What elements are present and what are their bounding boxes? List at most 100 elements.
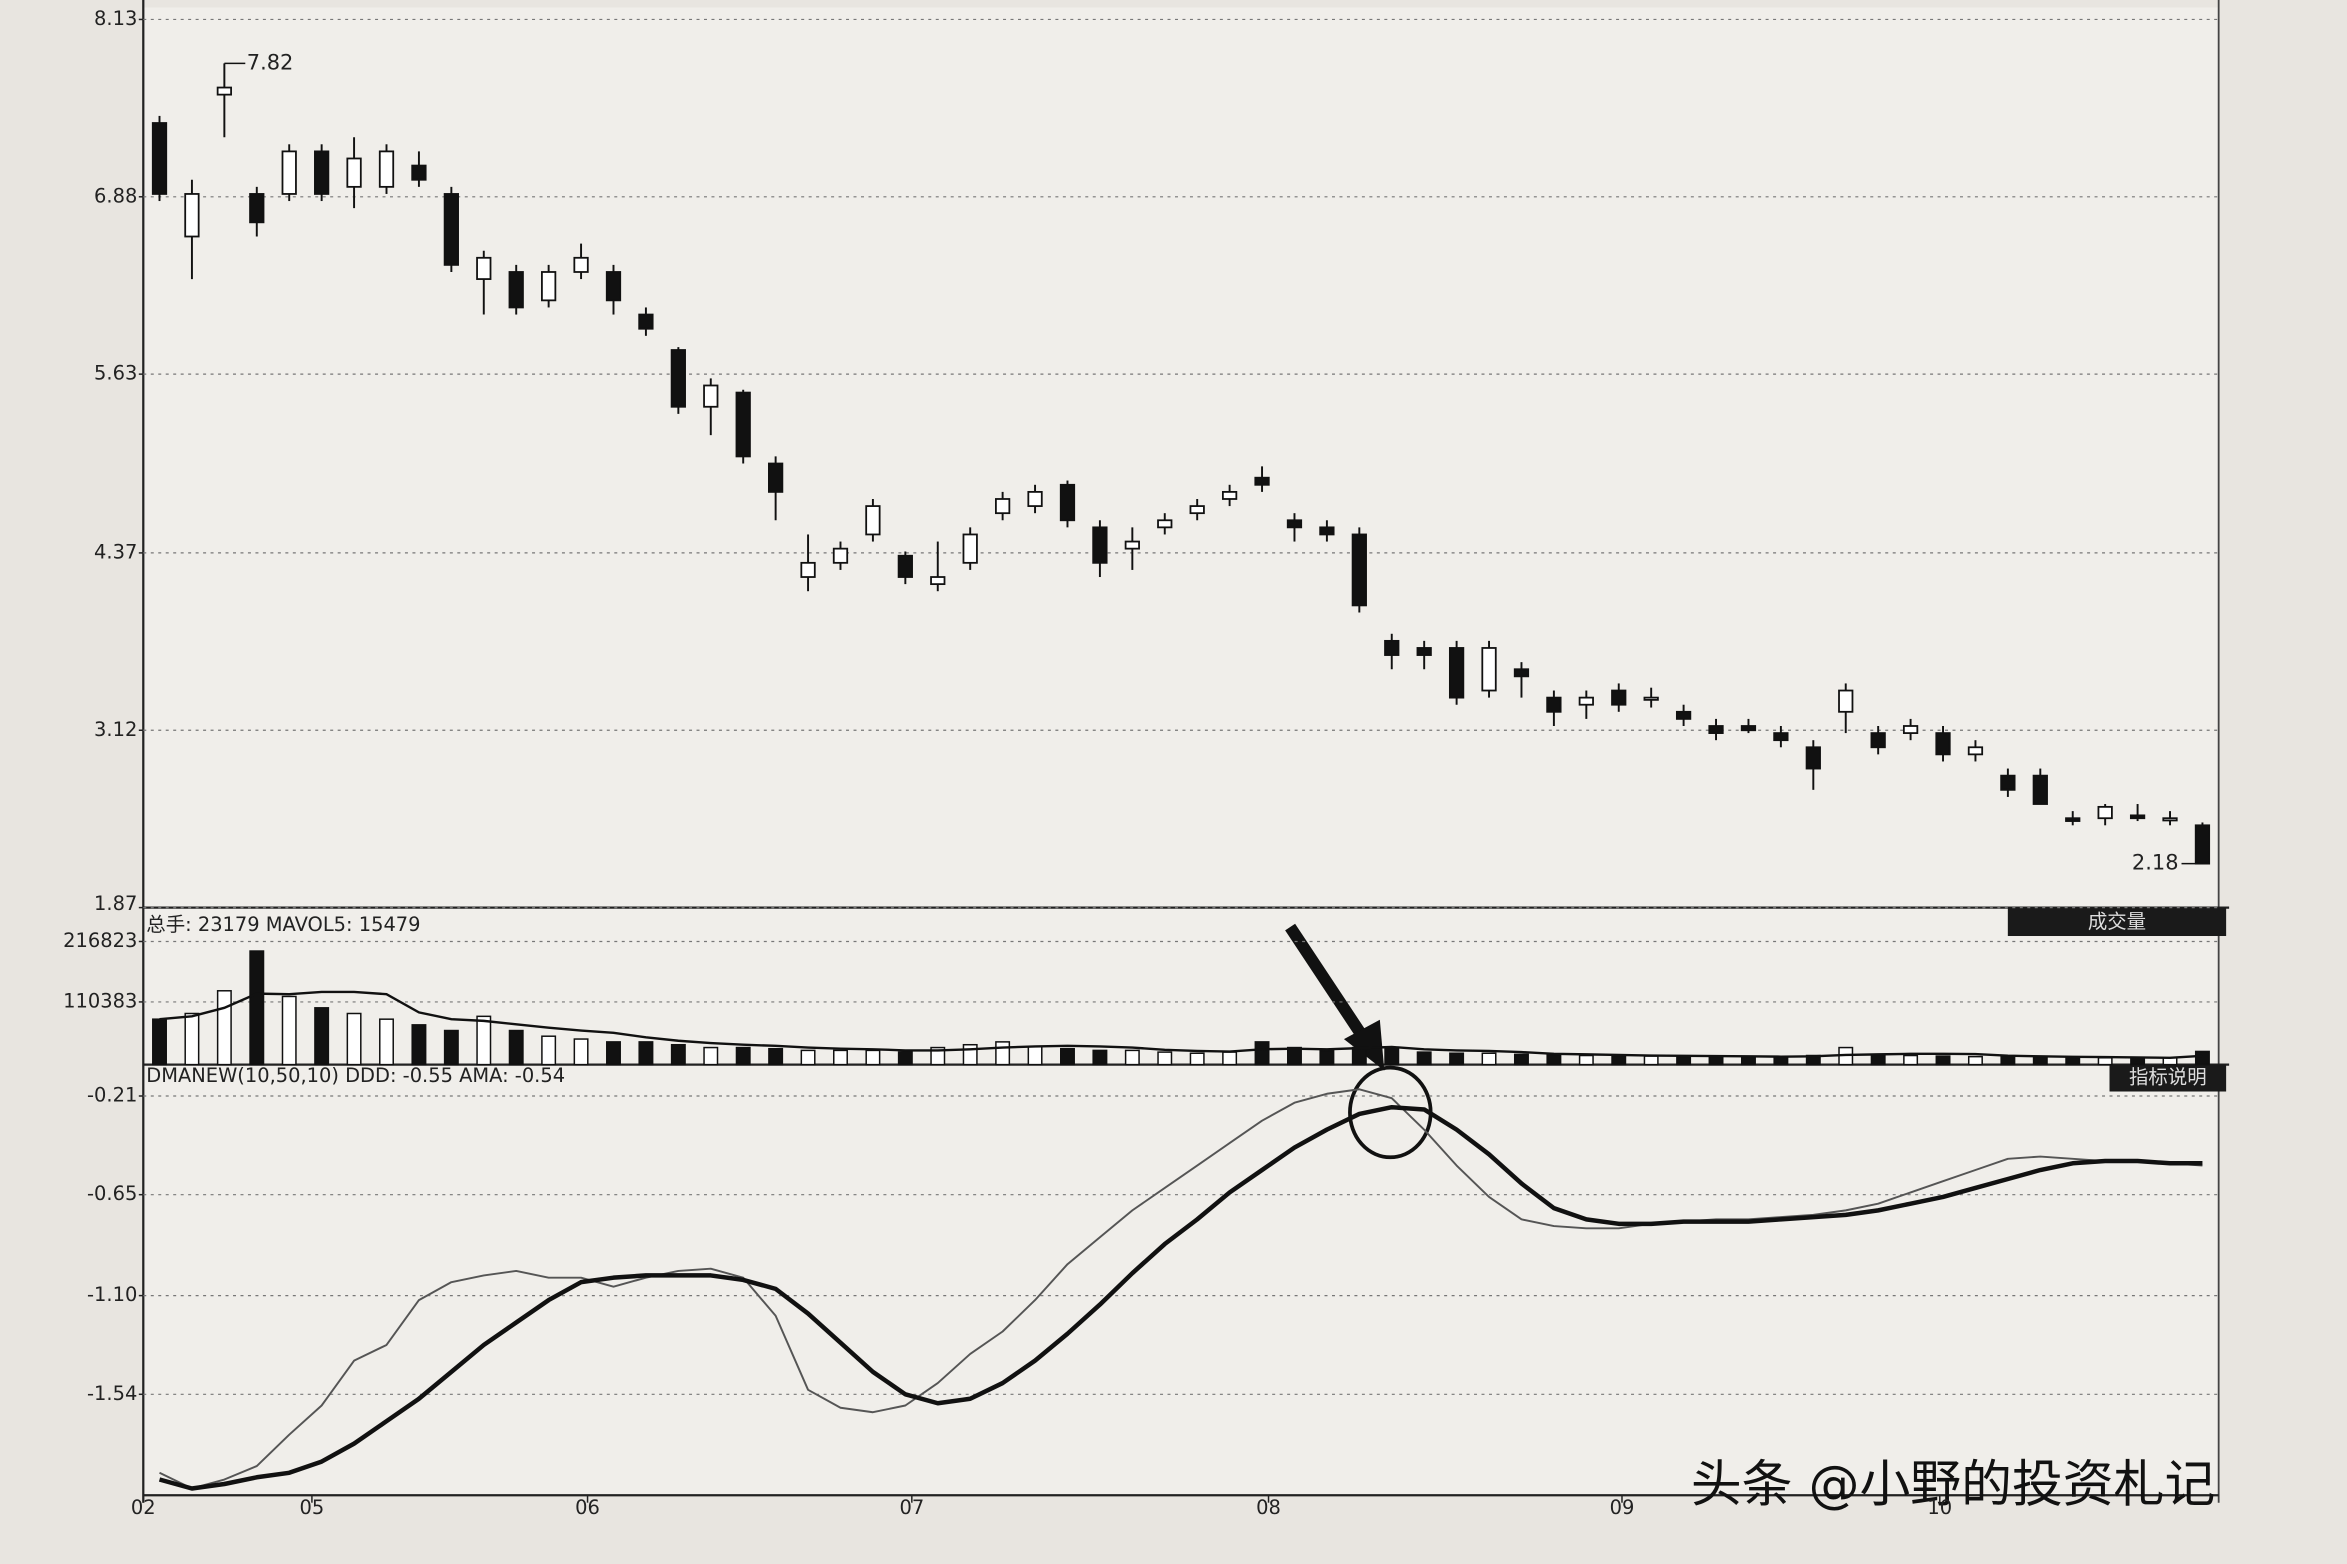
- volume-bar: [2097, 1057, 2113, 1066]
- candle-body: [476, 256, 492, 280]
- volume-bar: [2000, 1055, 2016, 1066]
- volume-bar: [1903, 1054, 1919, 1066]
- indicator-line: [158, 1104, 2203, 1491]
- y-tick-label: 4.37: [94, 540, 137, 563]
- candle-body: [249, 193, 265, 224]
- indicator-button-label[interactable]: 指标说明: [2129, 1066, 2207, 1089]
- volume-bar: [1319, 1049, 1335, 1066]
- candle-body: [1059, 483, 1076, 522]
- volume-bar: [670, 1043, 686, 1066]
- candle-body: [2065, 817, 2081, 822]
- candle-body: [411, 164, 427, 181]
- volume-bar: [2065, 1057, 2081, 1066]
- x-tick-label: 07: [899, 1496, 924, 1519]
- candle-body: [1675, 710, 1692, 720]
- candle-body: [1870, 732, 1886, 749]
- candle-body: [1157, 519, 1173, 529]
- candle-body: [184, 193, 200, 238]
- volume-bar: [768, 1047, 784, 1066]
- candle-body: [216, 86, 232, 96]
- candle-body: [443, 193, 459, 266]
- candle-body: [1416, 647, 1432, 656]
- indicator-button[interactable]: [2109, 1064, 2227, 1092]
- volume-legend: 总手: 23179 MAVOL5: 15479: [146, 913, 420, 936]
- candle-body: [930, 576, 946, 586]
- candle-body: [508, 271, 524, 309]
- candle-body: [1708, 725, 1724, 734]
- candle-body: [1967, 746, 1984, 756]
- plot-area: [143, 7, 2219, 1496]
- volume-bar: [1643, 1055, 1659, 1066]
- volume-bar: [1157, 1051, 1173, 1066]
- candle-body: [897, 554, 913, 578]
- y-tick-label: 3.12: [94, 718, 137, 741]
- volume-bar: [1967, 1055, 1983, 1066]
- candle-body: [573, 256, 589, 273]
- y-tick-label: -0.21: [87, 1083, 137, 1106]
- volume-bar: [541, 1035, 557, 1066]
- candle-body: [1254, 476, 1270, 486]
- volume-bar: [897, 1051, 913, 1066]
- volume-bar: [1481, 1052, 1497, 1066]
- volume-bar: [184, 1012, 200, 1066]
- volume-bar: [1870, 1053, 1886, 1066]
- candle-body: [1902, 725, 1919, 734]
- volume-bar: [703, 1046, 719, 1066]
- volume-bar: [865, 1049, 881, 1066]
- candle-body: [1221, 490, 1238, 500]
- arrow: [1285, 923, 1375, 1050]
- volume-bar: [249, 950, 265, 1066]
- volume-bar: [1416, 1051, 1432, 1066]
- candle-body: [994, 498, 1011, 515]
- x-tick-label: 09: [1610, 1496, 1635, 1519]
- volume-bar: [411, 1024, 427, 1066]
- candle-body: [541, 271, 557, 302]
- volume-bar: [1351, 1046, 1367, 1066]
- mavol5-line: [159, 990, 2203, 1059]
- x-tick-label: 02: [131, 1496, 156, 1519]
- watermark: 头条 @小野的投资札记: [1691, 1455, 2215, 1514]
- x-tick-label: 06: [575, 1496, 600, 1519]
- candle-body: [1092, 526, 1108, 564]
- candle-body: [832, 547, 849, 564]
- candle-body: [605, 271, 622, 302]
- candle-body: [1124, 540, 1140, 550]
- volume-bar: [1189, 1052, 1205, 1066]
- volume-bar: [606, 1041, 621, 1066]
- candle-body: [2194, 824, 2211, 865]
- candle-body: [703, 384, 719, 408]
- volume-bar: [1676, 1055, 1692, 1066]
- candle-body: [1773, 732, 1789, 742]
- volume-bar: [800, 1049, 816, 1066]
- volume-bar: [1384, 1047, 1400, 1066]
- volume-bar: [2194, 1050, 2210, 1066]
- volume-bar: [1027, 1045, 1043, 1066]
- volume-bar: [1060, 1047, 1075, 1066]
- volume-button-label[interactable]: 成交量: [2088, 910, 2146, 933]
- y-tick-label: 6.88: [94, 184, 137, 207]
- candle-body: [1448, 647, 1465, 699]
- x-tick-label: 08: [1256, 1496, 1281, 1519]
- candle-body: [1319, 526, 1335, 536]
- candle-body: [768, 462, 784, 493]
- volume-bar: [1222, 1051, 1238, 1066]
- volume-bar: [1092, 1049, 1108, 1066]
- candle-body: [1805, 746, 1821, 770]
- y-tick-label: 110383: [63, 989, 137, 1012]
- y-tick-label: 216823: [63, 929, 137, 952]
- candle-body: [314, 150, 330, 195]
- volume-bar: [1254, 1041, 1270, 1066]
- candle-body: [735, 391, 751, 458]
- y-tick-label: 8.13: [94, 7, 137, 30]
- volume-button[interactable]: [2007, 907, 2227, 937]
- volume-bar: [2032, 1056, 2048, 1066]
- y-tick-label: -1.54: [87, 1382, 137, 1405]
- candle-body: [1027, 490, 1043, 507]
- x-tick-label: 10: [1927, 1496, 1952, 1519]
- volume-bar: [346, 1012, 362, 1066]
- candle-body: [2162, 817, 2178, 822]
- volume-bar: [216, 990, 232, 1066]
- volume-bar: [476, 1015, 492, 1066]
